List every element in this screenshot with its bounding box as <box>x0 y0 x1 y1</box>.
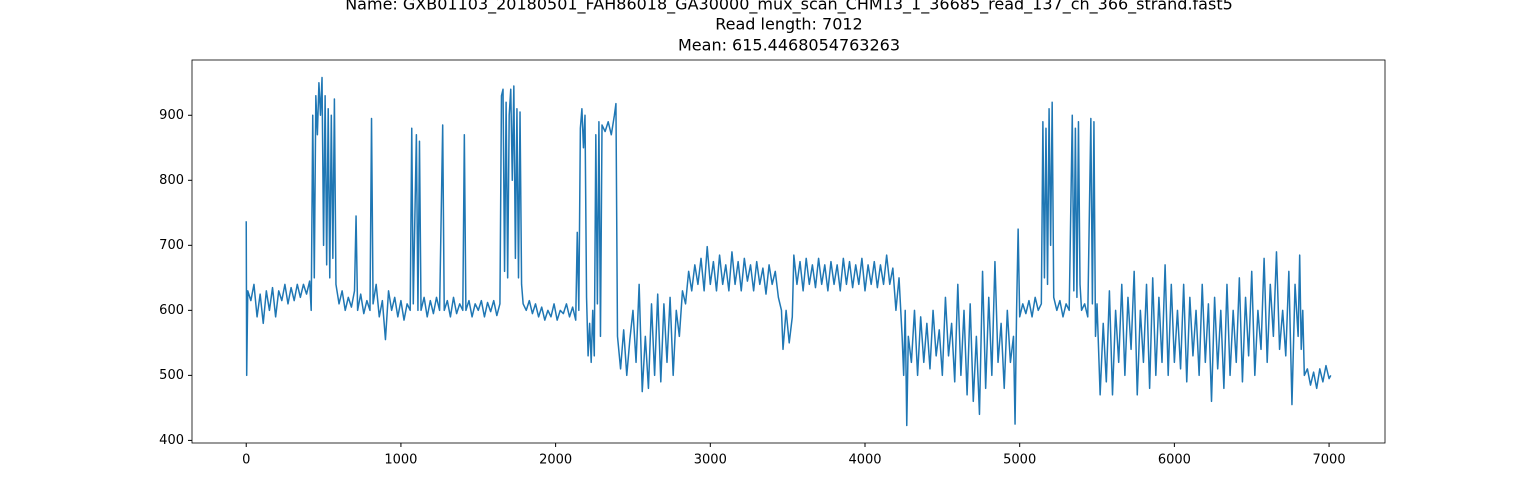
plot-frame <box>191 59 1386 444</box>
y-tick-label: 400 <box>159 433 184 448</box>
title-line: Mean: 615.4468054763263 <box>678 36 900 55</box>
signal-line <box>245 76 1332 427</box>
title-line: Read length: 7012 <box>715 15 862 34</box>
y-tick-label: 900 <box>159 108 184 123</box>
x-tick-label: 1000 <box>384 453 417 468</box>
x-tick-label: 0 <box>242 453 250 468</box>
x-tick-label: 3000 <box>694 453 727 468</box>
y-tick-label: 500 <box>159 368 184 383</box>
x-tick-label: 4000 <box>848 453 881 468</box>
y-tick-label: 800 <box>159 173 184 188</box>
x-tick-label: 7000 <box>1313 453 1346 468</box>
y-tick-label: 700 <box>159 238 184 253</box>
y-tick-label: 600 <box>159 303 184 318</box>
x-tick-label: 2000 <box>539 453 572 468</box>
title-line: Name: GXB01103_20180501_FAH86018_GA30000… <box>345 0 1233 15</box>
x-tick-label: 6000 <box>1158 453 1191 468</box>
x-tick-label: 5000 <box>1003 453 1036 468</box>
